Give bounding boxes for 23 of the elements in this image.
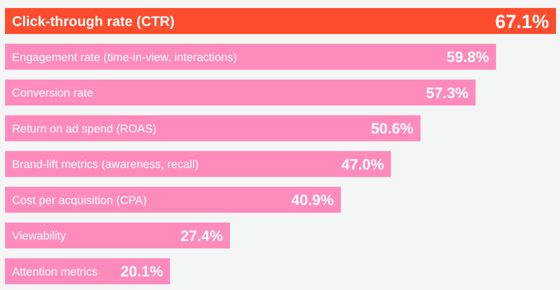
bar bbox=[5, 222, 230, 249]
bar bbox=[5, 80, 476, 106]
data-label: 47.0% bbox=[341, 156, 384, 174]
bar bbox=[5, 115, 421, 142]
data-label: 27.4% bbox=[180, 228, 223, 245]
y-tick-label: Brand-lift metrics (awareness, recall) bbox=[12, 159, 199, 172]
bar bbox=[5, 186, 341, 213]
y-tick-label: Conversion rate bbox=[12, 88, 94, 100]
y-tick-label: Cost per acquisition (CPA) bbox=[12, 194, 147, 207]
bar bbox=[5, 151, 391, 178]
y-tick-label: Viewability bbox=[12, 230, 66, 243]
y-tick-label: Attention metrics bbox=[12, 266, 98, 278]
data-label: 59.8% bbox=[446, 49, 490, 66]
bar bbox=[5, 44, 496, 70]
data-label: 57.3% bbox=[426, 84, 469, 102]
y-tick-label: Click-through rate (CTR) bbox=[12, 12, 175, 29]
data-label: 20.1% bbox=[120, 264, 164, 281]
y-tick-label: Return on ad spend (ROAS) bbox=[12, 123, 157, 136]
data-label: 67.1% bbox=[495, 12, 550, 33]
y-tick-label: Engagement rate (time-in-view, interactions) bbox=[12, 52, 238, 64]
bar bbox=[5, 8, 556, 34]
data-label: 40.9% bbox=[291, 192, 334, 210]
data-label: 50.6% bbox=[370, 120, 414, 138]
